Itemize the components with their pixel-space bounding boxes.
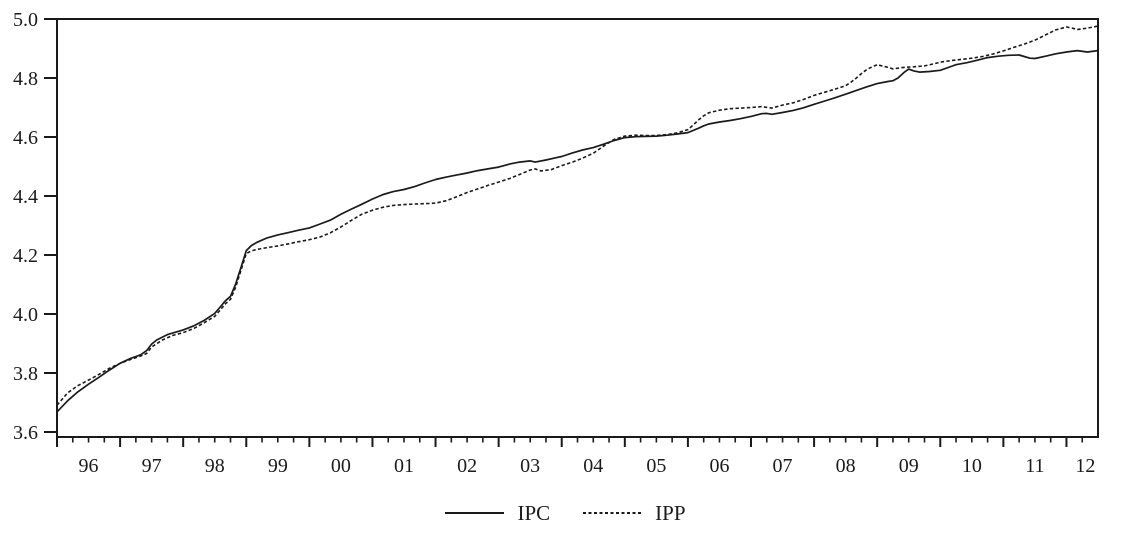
series-ipp-line xyxy=(56,25,1099,406)
x-tick-label: 96 xyxy=(79,455,99,477)
y-tick-label: 4.4 xyxy=(13,186,38,208)
solid-line-sample-icon xyxy=(445,512,505,514)
x-tick-label: 02 xyxy=(457,455,477,477)
dashed-line-sample-icon xyxy=(583,511,643,515)
x-tick-label: 99 xyxy=(268,455,288,477)
y-tick-label: 4.0 xyxy=(13,304,38,326)
x-tick-label: 01 xyxy=(394,455,414,477)
y-tick-label: 4.6 xyxy=(13,127,38,149)
legend: IPC IPP xyxy=(0,494,1131,532)
legend-label-ipc: IPC xyxy=(517,500,551,525)
y-tick-label: 4.8 xyxy=(13,68,38,90)
x-tick-label: 98 xyxy=(205,455,225,477)
x-tick-label: 03 xyxy=(520,455,540,477)
x-tick-label: 07 xyxy=(773,455,793,477)
y-axis: 5.0 4.8 4.6 4.4 4.2 4.0 3.8 3.6 xyxy=(13,9,57,444)
y-tick-label: 3.8 xyxy=(13,363,38,385)
x-tick-label: 06 xyxy=(709,455,729,477)
x-tick-label: 00 xyxy=(331,455,351,477)
x-tick-label: 11 xyxy=(1025,455,1044,477)
y-tick-label: 4.2 xyxy=(13,245,38,267)
x-tick-label: 05 xyxy=(646,455,666,477)
x-tick-label: 09 xyxy=(899,455,919,477)
x-tick-label: 12 xyxy=(1075,455,1095,477)
x-tick-label: 10 xyxy=(962,455,982,477)
line-chart-canvas: 5.0 4.8 4.6 4.4 4.2 4.0 3.8 3.6 96 97 98 99 00 01 02 03… xyxy=(13,9,1099,477)
x-tick-label: 08 xyxy=(836,455,856,477)
plot-frame xyxy=(56,18,1099,438)
series-ipc-line xyxy=(56,49,1099,413)
x-tick-label: 04 xyxy=(583,455,603,477)
x-axis: 96 97 98 99 00 01 02 03 04 05 06 07 08 09 10 11 12 xyxy=(56,437,1095,477)
legend-item-ipp: IPP xyxy=(583,500,686,525)
legend-item-ipc: IPC xyxy=(445,500,551,525)
x-tick-label: 97 xyxy=(142,455,162,477)
legend-label-ipp: IPP xyxy=(655,500,686,525)
y-tick-label: 5.0 xyxy=(13,9,38,31)
y-tick-label: 3.6 xyxy=(13,422,38,444)
